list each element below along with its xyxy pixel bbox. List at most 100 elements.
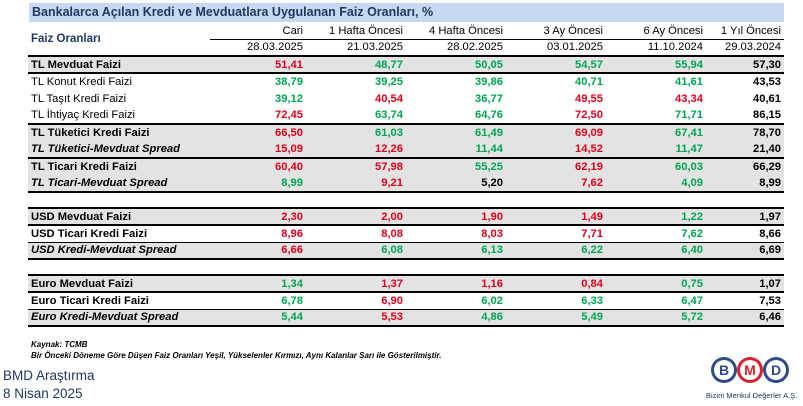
rate-cell: 72,50 <box>575 109 603 121</box>
footer-date: 8 Nisan 2025 <box>3 386 83 401</box>
table-row: TL Tüketici Kredi Faizi 66,50 61,03 61,49 69… <box>28 123 784 141</box>
row-label: TL Tüketici-Mevduat Spread <box>28 141 210 159</box>
table-row: Euro Kredi-Mevduat Spread 5,44 5,53 4,86 5,4… <box>28 309 784 327</box>
col-name-6month: 6 Ay Öncesi <box>643 25 704 37</box>
rate-cell: 60,40 <box>210 158 306 175</box>
col-date-1week: 21.03.2025 <box>306 39 406 57</box>
row-label: TL Tüketici Kredi Faizi <box>28 123 210 141</box>
col-date-3month: 03.01.2025 <box>506 39 606 57</box>
rate-cell: 8,03 <box>406 225 506 243</box>
row-label: TL İhtiyaç Kredi Faizi <box>31 109 136 121</box>
rate-cell: 67,41 <box>606 123 706 141</box>
rate-cell: 6,78 <box>210 292 306 310</box>
table-title: Bankalarca Açılan Kredi ve Mevduatlara U… <box>29 3 784 22</box>
table-row: USD Kredi-Mevduat Spread 6,66 6,08 6,13 6,22… <box>28 242 784 260</box>
rate-cell: 49,55 <box>575 92 603 105</box>
rate-cell: 1,49 <box>506 207 606 226</box>
table-row: TL İhtiyaç Kredi Faizi 72,45 63,74 64,76 72,… <box>28 107 784 124</box>
rate-cell: 1,97 <box>706 207 784 226</box>
row-label: TL Mevduat Faizi <box>28 56 210 74</box>
rate-cell: 6,66 <box>210 242 306 260</box>
rate-cell: 39,86 <box>475 76 503 88</box>
rate-cell: 1,34 <box>210 274 306 293</box>
rate-cell: 7,53 <box>706 292 784 310</box>
rate-cell: 2,30 <box>210 207 306 226</box>
rate-cell: 62,19 <box>506 158 606 175</box>
col-date-4week: 28.02.2025 <box>406 39 506 57</box>
rate-cell: 61,49 <box>406 123 506 141</box>
rate-cell: 57,98 <box>306 158 406 175</box>
rate-cell: 38,79 <box>275 76 303 88</box>
rate-cell: 40,61 <box>753 92 781 105</box>
rate-cell: 5,53 <box>306 309 406 327</box>
rate-cell: 71,71 <box>675 109 703 121</box>
rate-cell: 8,99 <box>210 175 306 193</box>
rate-cell: 6,40 <box>606 242 706 260</box>
table-row: TL Ticari Kredi Faizi 60,40 57,98 55,25 62,1… <box>28 158 784 175</box>
spacer-row <box>28 192 784 208</box>
rate-cell: 39,12 <box>275 92 303 105</box>
table-row: TL Ticari-Mevduat Spread 8,99 9,21 5,20 7,62… <box>28 175 784 193</box>
header-label: Faiz Oranları <box>28 24 210 57</box>
rate-cell: 55,25 <box>406 158 506 175</box>
rate-cell: 64,76 <box>475 109 503 121</box>
rate-cell: 7,62 <box>606 225 706 243</box>
row-label: TL Taşıt Kredi Faizi <box>31 92 127 105</box>
table-row: TL Konut Kredi Faizi 38,79 39,25 39,86 40,71… <box>28 73 784 90</box>
rate-cell: 1,37 <box>306 274 406 293</box>
rate-cell: 21,40 <box>706 141 784 159</box>
rate-cell: 6,08 <box>306 242 406 260</box>
row-label: Euro Kredi-Mevduat Spread <box>28 309 210 327</box>
rate-cell: 1,22 <box>606 207 706 226</box>
rate-cell: 7,62 <box>506 175 606 193</box>
col-date-6month: 11.10.2024 <box>606 39 706 57</box>
logo-subtitle: Bizim Menkul Değerler A.Ş. <box>706 391 798 400</box>
logo-letter: M <box>744 362 756 378</box>
rate-cell: 60,03 <box>606 158 706 175</box>
rate-cell: 72,45 <box>275 109 303 121</box>
rate-cell: 66,50 <box>210 123 306 141</box>
rate-cell: 1,90 <box>406 207 506 226</box>
rate-cell: 48,77 <box>306 56 406 74</box>
row-label: Euro Ticari Kredi Faizi <box>28 292 210 310</box>
rate-cell: 5,44 <box>210 309 306 327</box>
rate-cell: 57,30 <box>706 56 784 74</box>
row-label: TL Konut Kredi Faizi <box>31 76 132 88</box>
rate-cell: 6,22 <box>506 242 606 260</box>
rate-cell: 69,09 <box>506 123 606 141</box>
interest-rates-table: Faiz Oranları Cari 1 Hafta Öncesi 4 Haft… <box>28 24 784 327</box>
rate-cell: 5,20 <box>406 175 506 193</box>
rate-cell: 6,02 <box>406 292 506 310</box>
rate-cell: 6,47 <box>606 292 706 310</box>
rate-cell: 1,07 <box>706 274 784 293</box>
rate-cell: 6,13 <box>406 242 506 260</box>
rate-cell: 11,47 <box>606 141 706 159</box>
col-name-4week: 4 Hafta Öncesi <box>429 25 503 37</box>
row-label: USD Mevduat Faizi <box>28 207 210 226</box>
rate-cell: 36,77 <box>475 92 503 105</box>
rate-cell: 41,61 <box>675 76 703 88</box>
rate-cell: 6,90 <box>306 292 406 310</box>
rate-cell: 4,86 <box>406 309 506 327</box>
rate-cell: 6,33 <box>506 292 606 310</box>
table-row: Euro Mevduat Faizi 1,34 1,37 1,16 0,84 0,75 1,… <box>28 274 784 293</box>
table-row: Euro Ticari Kredi Faizi 6,78 6,90 6,02 6,33 6… <box>28 292 784 310</box>
col-date-1year: 29.03.2024 <box>706 39 784 57</box>
rate-cell: 5,49 <box>506 309 606 327</box>
rate-cell: 43,53 <box>753 76 781 88</box>
rate-cell: 4,09 <box>606 175 706 193</box>
spacer-row <box>28 259 784 275</box>
logo-letter: B <box>719 362 729 378</box>
rate-cell: 86,15 <box>753 109 781 121</box>
rate-cell: 5,72 <box>606 309 706 327</box>
table-row: USD Ticari Kredi Faizi 8,96 8,08 8,03 7,71 7,… <box>28 225 784 243</box>
rate-cell: 50,05 <box>406 56 506 74</box>
row-label: USD Kredi-Mevduat Spread <box>28 242 210 260</box>
rate-cell: 6,69 <box>706 242 784 260</box>
rate-cell: 40,71 <box>575 76 603 88</box>
rate-cell: 51,41 <box>210 56 306 74</box>
col-name-current: Cari <box>282 25 303 37</box>
col-name-1year: 1 Yıl Öncesi <box>720 25 781 37</box>
rate-cell: 7,71 <box>506 225 606 243</box>
rate-cell: 40,54 <box>375 92 403 105</box>
